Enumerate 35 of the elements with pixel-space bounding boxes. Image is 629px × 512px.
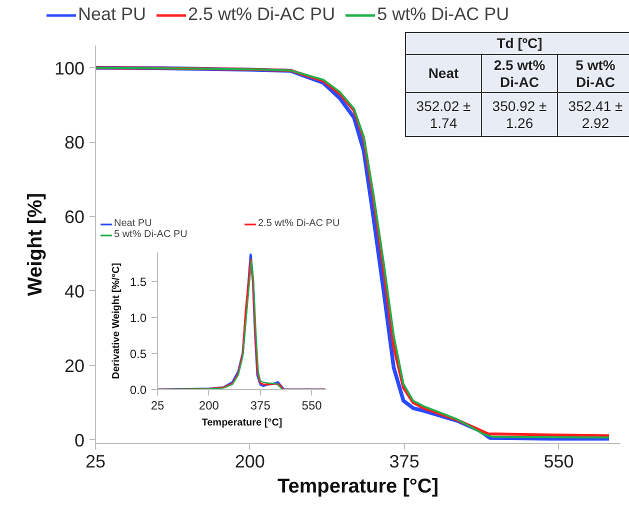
x-tick-label: 550 bbox=[544, 452, 574, 472]
y-tick-label: 1.5 bbox=[130, 274, 147, 289]
category-label: 5 wt% Di-AC bbox=[558, 54, 629, 93]
y-tick-label: 0.5 bbox=[130, 346, 147, 361]
x-tick-label: 375 bbox=[389, 452, 420, 472]
y-axis-title: Weight [%] bbox=[24, 193, 46, 296]
annotation: 352.02 ± 1.74 bbox=[406, 92, 482, 137]
legend-label: 5 wt% Di-AC PU bbox=[377, 4, 510, 25]
legend-label: 2.5 wt% Di-AC PU bbox=[188, 4, 336, 25]
legend-label: 2.5 wt% Di-AC PU bbox=[258, 218, 341, 229]
y-tick-label: 80 bbox=[64, 132, 85, 153]
x-tick-label: 200 bbox=[198, 398, 220, 412]
x-axis-title: Temperature [°C] bbox=[278, 476, 439, 498]
y-tick-label: 100 bbox=[54, 58, 85, 78]
y-tick-label: 0.0 bbox=[130, 383, 147, 397]
x-tick-label: 25 bbox=[150, 398, 164, 412]
y-tick-label: 20 bbox=[64, 356, 85, 376]
text: Td [ºC] bbox=[406, 32, 629, 54]
annotation: 350.92 ± 1.26 bbox=[482, 92, 558, 137]
category-label: Neat bbox=[406, 54, 482, 93]
annotation: 352.41 ± 2.92 bbox=[558, 92, 629, 137]
legend-label: 5 wt% Di-AC PU bbox=[114, 229, 188, 240]
x-tick-label: 25 bbox=[85, 452, 106, 472]
legend-label: Neat PU bbox=[114, 218, 153, 229]
y-tick-label: 1.0 bbox=[130, 310, 147, 325]
y-tick-label: 40 bbox=[64, 281, 85, 302]
x-tick-label: 375 bbox=[250, 398, 271, 412]
y-tick-label: 60 bbox=[64, 207, 85, 228]
legend-label: Neat PU bbox=[78, 4, 146, 25]
x-axis-title: Temperature [°C] bbox=[202, 418, 282, 428]
x-tick-label: 200 bbox=[234, 452, 265, 472]
y-axis-title: Derivative Weight [%/°C] bbox=[110, 262, 122, 380]
category-label: 2.5 wt% Di-AC bbox=[482, 54, 558, 93]
x-tick-label: 550 bbox=[302, 398, 322, 412]
y-tick-label: 0 bbox=[74, 430, 85, 450]
